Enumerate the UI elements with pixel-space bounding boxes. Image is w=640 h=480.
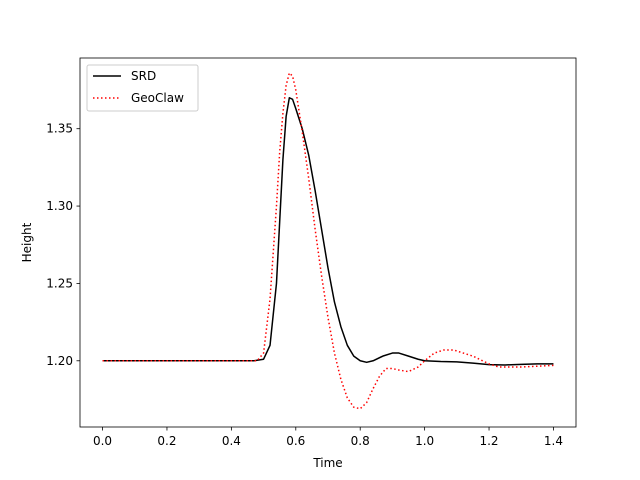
x-axis-label: Time (312, 456, 342, 470)
legend-label-srd: SRD (131, 69, 156, 83)
y-axis-label: Height (20, 222, 34, 262)
plot-frame (79, 57, 577, 428)
x-tick-label: 0.2 (157, 434, 176, 448)
series-layer (102, 72, 554, 410)
y-tick-label: 1.25 (46, 276, 73, 290)
series-line-srd (102, 97, 554, 366)
x-axis: 0.0 0.2 0.4 0.6 0.8 1.0 1.2 1.4 (93, 427, 563, 448)
x-tick-label: 1.0 (415, 434, 434, 448)
x-tick-label: 0.0 (93, 434, 112, 448)
x-tick-label: 0.6 (286, 434, 305, 448)
legend-label-geoclaw: GeoClaw (131, 91, 184, 105)
y-tick-label: 1.35 (46, 122, 73, 136)
legend: SRD GeoClaw (86, 64, 199, 112)
x-tick-label: 0.8 (351, 434, 370, 448)
y-axis: 1.20 1.25 1.30 1.35 (46, 122, 80, 368)
x-tick-label: 0.4 (222, 434, 241, 448)
plot-area-background (80, 58, 576, 427)
x-tick-label: 1.2 (479, 434, 498, 448)
x-tick-label: 1.4 (544, 434, 563, 448)
y-tick-label: 1.30 (46, 199, 73, 213)
y-tick-label: 1.20 (46, 354, 73, 368)
